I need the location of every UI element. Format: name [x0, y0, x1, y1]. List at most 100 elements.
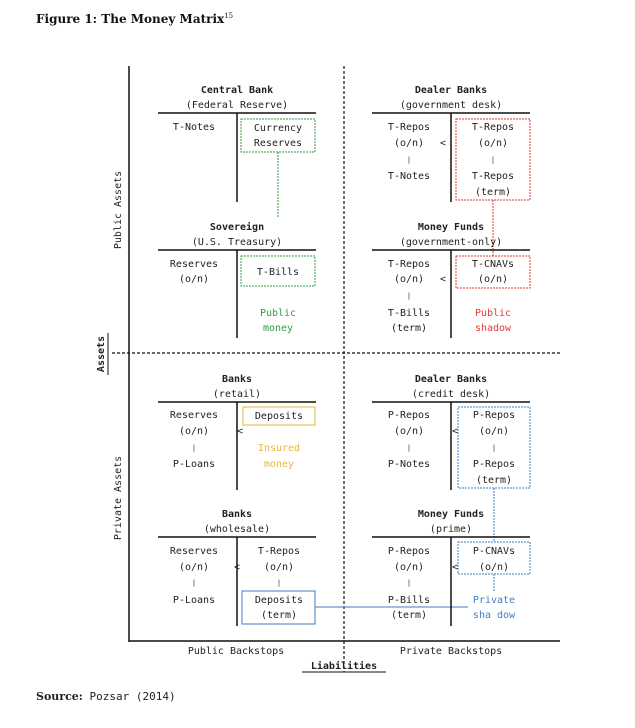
t-cnavs-highlight [455, 255, 531, 289]
public-backstops-label: Public Backstops [188, 646, 284, 657]
tick-mark: | [192, 579, 196, 587]
asset-item: P-Notes [388, 459, 430, 470]
private-shadow-label: Private [473, 595, 515, 606]
box-title: Dealer Banks [415, 374, 487, 385]
box-subtitle: (prime) [430, 524, 472, 535]
asset-item: (o/n) [394, 138, 424, 149]
box-subtitle: (government-only) [400, 237, 502, 248]
asset-item: (term) [391, 323, 427, 334]
figure-title: Figure 1: The Money Matrix15 [36, 12, 234, 26]
money-funds-government-box: Money Funds (government-only) T-Repos (o… [372, 222, 531, 338]
footnote-marker: 15 [224, 12, 234, 20]
box-title: Dealer Banks [415, 85, 487, 96]
tick-mark: | [407, 579, 411, 587]
liability-item: (o/n) [478, 138, 508, 149]
less-than-sign: < [440, 138, 446, 149]
tick-mark: | [491, 156, 495, 164]
asset-item: Reserves [170, 546, 218, 557]
tick-mark: | [277, 579, 281, 587]
asset-item: T-Repos [388, 122, 430, 133]
liability-item: Deposits [255, 595, 303, 606]
liability-item: (o/n) [479, 426, 509, 437]
public-money-label: money [263, 323, 293, 334]
box-subtitle: (credit desk) [412, 389, 490, 400]
public-money-label: Public [260, 308, 296, 319]
liability-item: T-Repos [258, 546, 300, 557]
asset-item: (o/n) [179, 274, 209, 285]
private-backstops-label: Private Backstops [400, 646, 502, 657]
money-funds-prime-box: Money Funds (prime) P-Repos (o/n) | P-Bi… [372, 509, 531, 626]
tick-mark: | [492, 444, 496, 452]
asset-item: P-Bills [388, 595, 430, 606]
asset-item: P-Loans [173, 595, 215, 606]
less-than-sign: < [452, 562, 458, 573]
source-text: Pozsar (2014) [89, 690, 176, 703]
public-assets-label: Public Assets [113, 171, 124, 249]
box-subtitle: (wholesale) [204, 524, 270, 535]
private-assets-label: Private Assets [113, 456, 124, 540]
box-title: Sovereign [210, 221, 264, 233]
t-bills-highlight [240, 255, 316, 287]
public-shadow-label: shadow [475, 323, 512, 334]
dealer-banks-government-box: Dealer Banks (government desk) T-Repos (… [372, 85, 531, 202]
less-than-sign: < [440, 274, 446, 285]
asset-item: (o/n) [179, 562, 209, 573]
source-line: Source: Pozsar (2014) [36, 690, 176, 703]
liability-item: T-Repos [472, 122, 514, 133]
sovereign-box: Sovereign (U.S. Treasury) Reserves (o/n)… [158, 221, 316, 338]
source-label: Source: [36, 690, 83, 703]
liability-item: (term) [261, 610, 297, 621]
central-bank-box: Central Bank (Federal Reserve) T-Notes C… [158, 85, 316, 202]
box-subtitle: (government desk) [400, 100, 502, 111]
liability-item: (term) [475, 187, 511, 198]
banks-wholesale-box: Banks (wholesale) Reserves (o/n) | P-Loa… [158, 509, 316, 626]
insured-money-label: money [264, 459, 294, 470]
liabilities-axis-title: Liabilities [311, 660, 377, 672]
box-title: Banks [222, 509, 252, 520]
less-than-sign: < [237, 426, 243, 437]
asset-item: Reserves [170, 410, 218, 421]
asset-item: Reserves [170, 259, 218, 270]
deposits-highlight [242, 406, 316, 426]
liability-item: T-Repos [472, 171, 514, 182]
asset-item: T-Bills [388, 308, 430, 319]
liability-item: (o/n) [264, 562, 294, 573]
asset-item: P-Loans [173, 459, 215, 470]
asset-item: T-Notes [173, 122, 215, 133]
tick-mark: | [407, 444, 411, 452]
asset-item: (o/n) [179, 426, 209, 437]
tick-mark: | [407, 156, 411, 164]
tick-mark: | [407, 292, 411, 300]
insured-money-label: Insured [258, 443, 300, 454]
box-title: Money Funds [418, 222, 484, 233]
liability-item: (term) [476, 475, 512, 486]
asset-item: P-Repos [388, 410, 430, 421]
asset-item: T-Repos [388, 259, 430, 270]
asset-item: (o/n) [394, 426, 424, 437]
assets-axis-title: Assets [96, 336, 107, 372]
banks-retail-box: Banks (retail) Reserves (o/n) | P-Loans … [158, 374, 316, 490]
liability-item: (o/n) [479, 562, 509, 573]
asset-item: P-Repos [388, 546, 430, 557]
box-title: Money Funds [418, 509, 484, 520]
dealer-banks-credit-box: Dealer Banks (credit desk) P-Repos (o/n)… [372, 374, 531, 490]
liability-item: Deposits [255, 411, 303, 422]
asset-item: (o/n) [394, 274, 424, 285]
asset-item: (o/n) [394, 562, 424, 573]
asset-item: T-Notes [388, 171, 430, 182]
tick-mark: | [192, 444, 196, 452]
less-than-sign: < [452, 426, 458, 437]
box-title: Central Bank [201, 85, 273, 96]
liability-item: T-CNAVs [472, 259, 514, 270]
box-subtitle: (retail) [213, 389, 261, 400]
public-shadow-label: Public [475, 308, 511, 319]
liability-item: T-Bills [257, 267, 299, 278]
liability-item: Currency [254, 123, 302, 134]
box-subtitle: (U.S. Treasury) [192, 237, 282, 248]
liability-item: (o/n) [478, 274, 508, 285]
less-than-sign: < [234, 562, 240, 573]
box-subtitle: (Federal Reserve) [186, 100, 288, 111]
asset-item: (term) [391, 610, 427, 621]
liability-item: Reserves [254, 138, 302, 149]
